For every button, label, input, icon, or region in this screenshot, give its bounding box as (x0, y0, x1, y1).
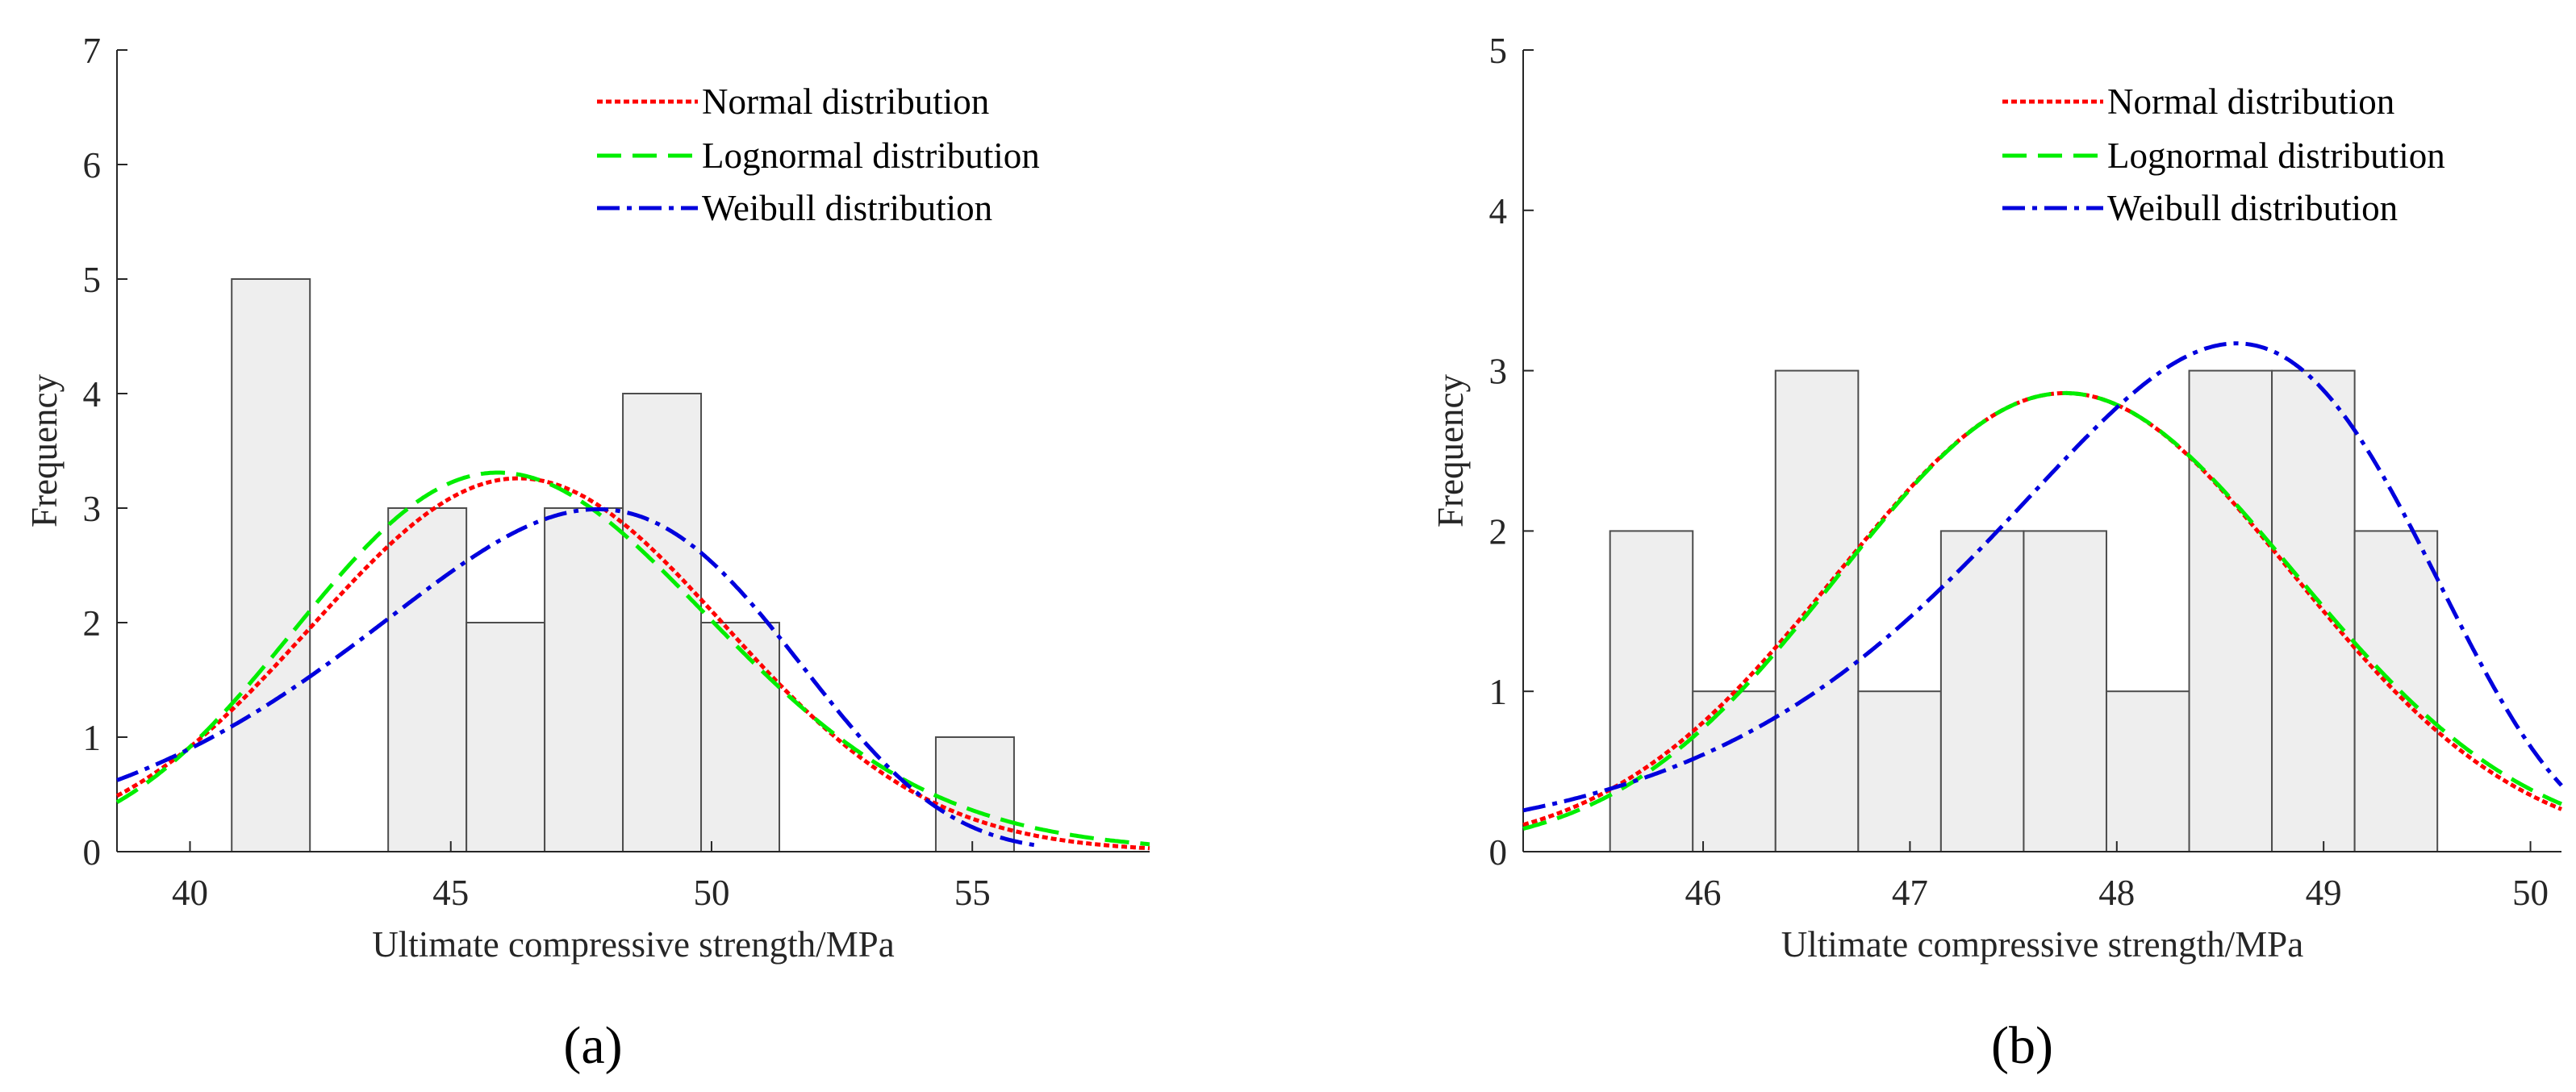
histogram-bar (622, 393, 703, 852)
y-tick-label: 3 (83, 489, 102, 529)
y-tick-label: 5 (1489, 31, 1508, 71)
y-tick-label: 4 (1489, 191, 1508, 231)
x-tick-label: 49 (2306, 873, 2342, 913)
y-tick-label: 2 (83, 603, 102, 644)
x-tick-label: 40 (172, 873, 208, 913)
weibull-distribution-curve (116, 506, 1041, 848)
y-tick-label: 1 (1489, 672, 1508, 712)
histogram-bar (231, 278, 311, 852)
legend-label-weibull: Weibull distribution (2107, 188, 2398, 228)
legend-label-normal: Normal distribution (2107, 81, 2394, 122)
legend-label-normal: Normal distribution (702, 81, 989, 122)
histogram-bar (1692, 690, 1776, 853)
normal-distribution-curve (115, 476, 1150, 851)
y-tick-label: 2 (1489, 511, 1508, 552)
y-axis-label: Frequency (1430, 374, 1471, 527)
panel-label: (b) (1991, 1016, 2053, 1075)
legend-label-weibull: Weibull distribution (702, 188, 992, 228)
legend-label-lognormal: Lognormal distribution (702, 135, 1040, 176)
histogram-bar (544, 507, 624, 852)
x-tick-label: 50 (2512, 873, 2549, 913)
y-tick-label: 0 (1489, 832, 1508, 873)
x-tick-label: 45 (432, 873, 469, 913)
histogram-bar (2105, 690, 2190, 853)
panel-label: (a) (563, 1016, 622, 1075)
legend: Normal distribution Lognormal distributio… (597, 81, 1040, 228)
histogram-bar (466, 622, 546, 852)
x-axis-label: Ultimate compressive strength/MPa (1781, 924, 2303, 965)
histogram-bar (2023, 530, 2107, 853)
x-tick-label: 55 (954, 873, 991, 913)
histogram-bar (387, 507, 468, 852)
histogram-bar (1609, 530, 1694, 853)
histogram-bar (1857, 690, 1942, 853)
x-tick-label: 46 (1685, 873, 1722, 913)
legend: Normal distribution Lognormal distributio… (2002, 81, 2445, 228)
y-tick-label: 6 (83, 145, 102, 185)
histogram-bar (1939, 530, 2025, 853)
x-tick-label: 48 (2098, 873, 2135, 913)
y-tick-label: 4 (83, 374, 102, 415)
y-tick-label: 1 (83, 718, 102, 758)
y-tick-label: 3 (1489, 352, 1508, 392)
histogram-bar (934, 736, 1015, 852)
histogram-bar (2271, 369, 2356, 853)
lognormal-distribution-curve (115, 470, 1150, 847)
x-tick-label: 50 (693, 873, 729, 913)
histogram-bar (2188, 369, 2273, 853)
x-axis-label: Ultimate compressive strength/MPa (372, 924, 894, 965)
y-tick-label: 0 (83, 832, 102, 873)
histogram-bar (700, 622, 781, 852)
y-tick-label: 7 (83, 31, 102, 71)
x-tick-label: 47 (1892, 873, 1928, 913)
y-tick-label: 5 (83, 260, 102, 300)
weibull-distribution-curve (1522, 341, 2563, 813)
lognormal-distribution-curve (1522, 390, 2562, 832)
legend-label-lognormal: Lognormal distribution (2107, 135, 2445, 176)
y-axis-label: Frequency (24, 374, 65, 527)
histogram-bar (1774, 369, 1860, 853)
